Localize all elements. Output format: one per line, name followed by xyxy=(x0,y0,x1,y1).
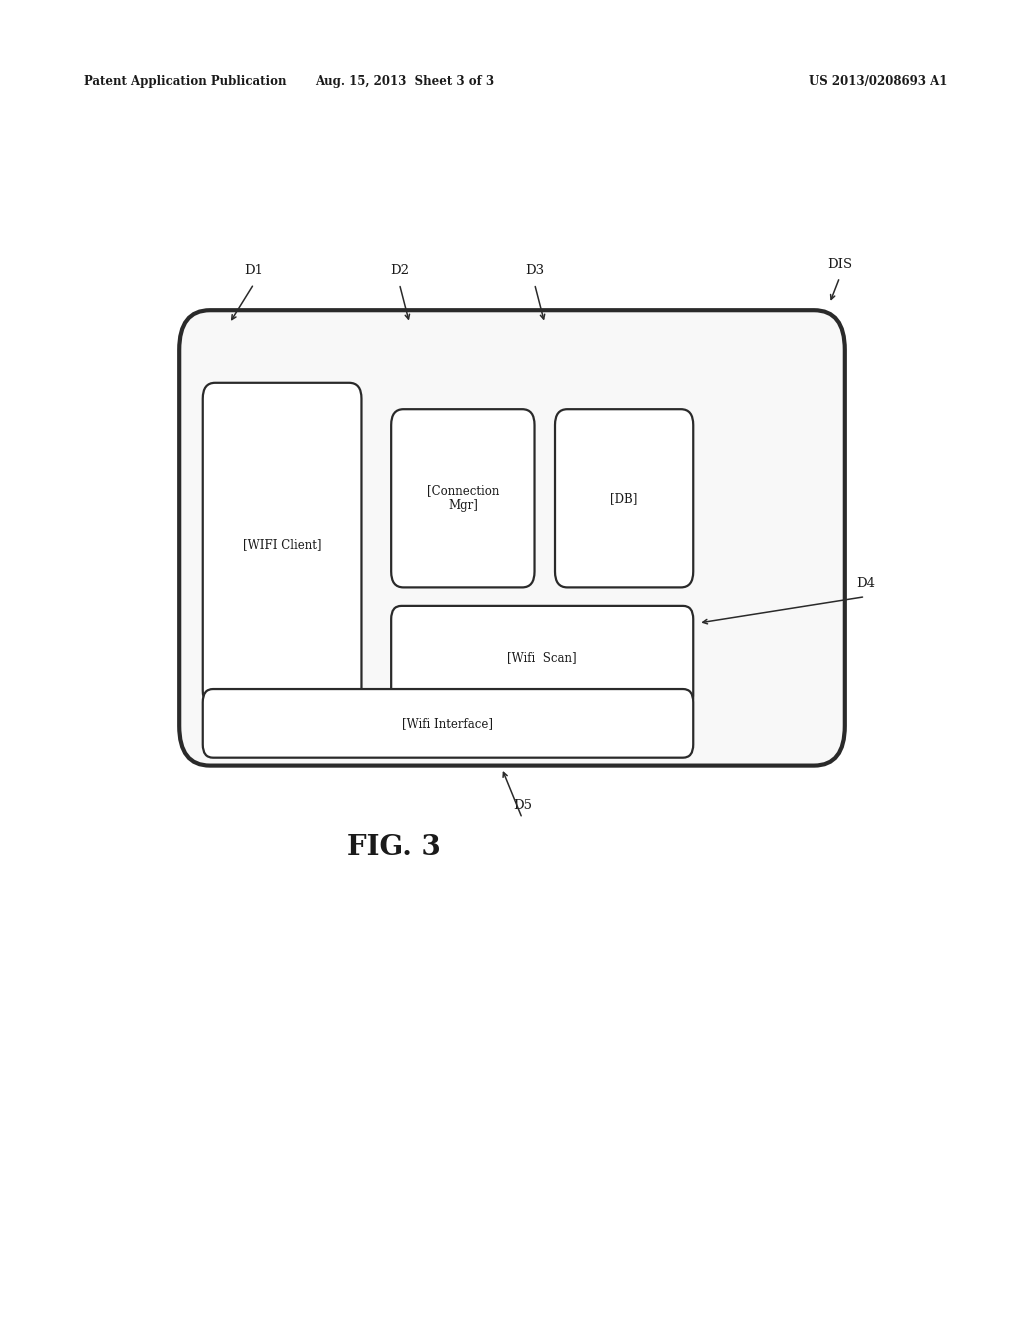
Text: Patent Application Publication: Patent Application Publication xyxy=(84,75,287,88)
Text: D5: D5 xyxy=(513,799,531,812)
Text: US 2013/0208693 A1: US 2013/0208693 A1 xyxy=(809,75,947,88)
FancyBboxPatch shape xyxy=(391,409,535,587)
Text: D1: D1 xyxy=(245,264,263,277)
Text: [DB]: [DB] xyxy=(610,492,638,504)
Text: FIG. 3: FIG. 3 xyxy=(347,834,441,861)
Text: D4: D4 xyxy=(856,577,874,590)
Text: [Connection
Mgr]: [Connection Mgr] xyxy=(427,484,499,512)
FancyBboxPatch shape xyxy=(179,310,845,766)
FancyBboxPatch shape xyxy=(555,409,693,587)
Text: D2: D2 xyxy=(390,264,409,277)
Text: DIS: DIS xyxy=(827,257,852,271)
Text: D3: D3 xyxy=(525,264,544,277)
Text: [Wifi Interface]: [Wifi Interface] xyxy=(402,717,494,730)
FancyBboxPatch shape xyxy=(203,383,361,706)
Text: [WIFI Client]: [WIFI Client] xyxy=(243,539,322,550)
FancyBboxPatch shape xyxy=(203,689,693,758)
FancyBboxPatch shape xyxy=(391,606,693,709)
Text: [Wifi  Scan]: [Wifi Scan] xyxy=(508,651,577,664)
Text: Aug. 15, 2013  Sheet 3 of 3: Aug. 15, 2013 Sheet 3 of 3 xyxy=(315,75,494,88)
